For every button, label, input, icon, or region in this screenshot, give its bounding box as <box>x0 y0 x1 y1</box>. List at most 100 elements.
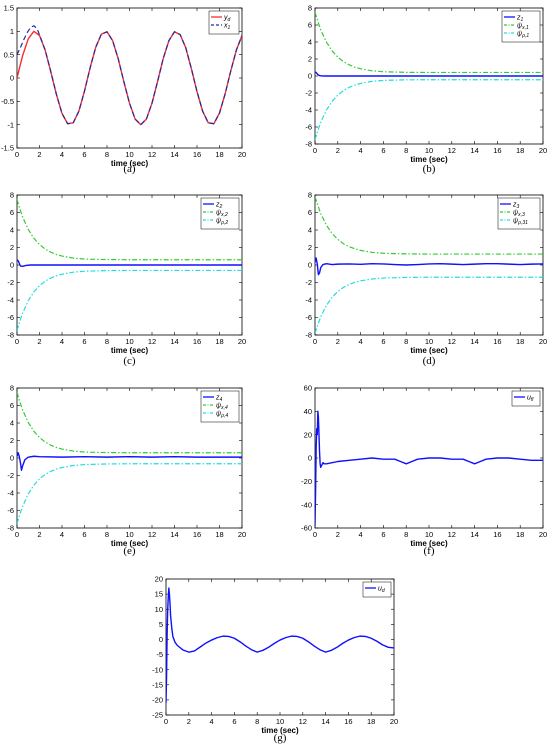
legend-symbol: ψ <box>216 410 221 417</box>
series-line-b-2 <box>315 79 543 140</box>
y-tick-label: 8 <box>308 4 312 13</box>
panel-caption: (c) <box>123 355 136 367</box>
legend-symbol: y <box>223 14 228 21</box>
x-tick-label: 14 <box>470 146 478 155</box>
x-tick-label: 20 <box>539 337 547 346</box>
chart-d: 0 2 4 6 8 10 12 14 16 18 2086420-2-4-6-8z3ψx,3ψρ,3… <box>305 191 547 367</box>
x-tick-label: 12 <box>148 337 156 346</box>
series-line-d-0 <box>315 257 543 276</box>
x-tick-label: 4 <box>359 146 363 155</box>
x-tick-label: 8 <box>105 150 109 159</box>
legend-subscript: x,2 <box>220 212 228 218</box>
panel-caption: (g) <box>274 732 287 744</box>
x-tick-label: 2 <box>336 530 340 539</box>
chart-g: 0 2 4 6 8 10 12 14 16 18 20 20 15 10 5 0 -5 -10 -15 -20 -25 u… <box>152 575 398 744</box>
x-tick-label: 14 <box>170 337 178 346</box>
plot-area <box>165 578 395 716</box>
x-tick-label: 2 <box>37 337 41 346</box>
y-tick-label: 0.5 <box>4 50 14 59</box>
x-tick-label: 2 <box>37 150 41 159</box>
y-tick-label: -5 <box>156 650 163 659</box>
y-tick-label: 20 <box>155 575 163 584</box>
y-tick-label: 0 <box>308 261 312 270</box>
x-tick-label: 10 <box>425 530 433 539</box>
legend-label: ψρ,2 <box>216 217 228 226</box>
x-tick-label: 12 <box>299 717 307 726</box>
x-axis-label: time (sec) <box>111 346 149 355</box>
y-tick-label: -10 <box>152 665 163 674</box>
x-tick-label: 16 <box>493 337 501 346</box>
legend-label: z3 <box>512 201 520 210</box>
chart-c: 0 2 4 6 8 10 12 14 16 18 2086420-2-4-6-8z2ψx,2ψρ,2… <box>7 191 246 367</box>
series-line-d-1 <box>315 196 543 255</box>
legend-label: z1 <box>516 14 524 23</box>
y-tick-label: -1.5 <box>1 144 14 153</box>
x-tick-label: 14 <box>470 337 478 346</box>
legend-label: ψρ,1 <box>517 30 529 39</box>
legend-symbol: x <box>223 22 228 29</box>
y-tick-label: -2 <box>7 278 14 287</box>
series-line-c-1 <box>17 199 242 261</box>
legend-label: ψx,2 <box>216 209 228 218</box>
x-tick-label: 6 <box>232 717 236 726</box>
x-tick-label: 0 <box>164 717 168 726</box>
x-tick-label: 2 <box>336 337 340 346</box>
y-tick-label: 6 <box>308 208 312 217</box>
y-tick-label: 1.5 <box>4 4 14 13</box>
y-tick-label: 0 <box>308 72 312 81</box>
panel-caption: (d) <box>423 355 436 367</box>
y-tick-label: 0 <box>308 454 312 463</box>
panel-caption: (b) <box>423 163 436 175</box>
legend-box <box>511 390 541 407</box>
series-line-b-1 <box>315 12 543 74</box>
x-tick-label: 0 <box>313 146 317 155</box>
x-tick-label: 8 <box>404 530 408 539</box>
legend-symbol: ψ <box>517 22 522 29</box>
legend-subscript: 1 <box>228 25 231 31</box>
y-tick-label: -4 <box>305 296 312 305</box>
y-tick-label: 2 <box>308 55 312 64</box>
legend-label: ψρ,4 <box>216 410 228 419</box>
x-tick-label: 16 <box>493 530 501 539</box>
y-tick-label: -8 <box>7 524 14 533</box>
legend-subscript: 4 <box>220 397 223 403</box>
x-tick-label: 6 <box>82 530 86 539</box>
x-tick-label: 0 <box>15 530 19 539</box>
x-tick-label: 10 <box>276 717 284 726</box>
y-tick-label: -6 <box>7 313 14 322</box>
x-tick-label: 14 <box>170 530 178 539</box>
plot-area <box>16 7 243 149</box>
x-tick-label: 4 <box>60 150 64 159</box>
y-tick-label: -2 <box>7 471 14 480</box>
y-tick-label: 10 <box>155 605 163 614</box>
x-tick-label: 10 <box>125 530 133 539</box>
x-tick-label: 14 <box>321 717 329 726</box>
legend-box <box>200 390 240 423</box>
y-tick-label: 2 <box>308 243 312 252</box>
legend-subscript: x,1 <box>521 25 529 31</box>
series-line-e-2 <box>17 463 242 524</box>
x-tick-label: 4 <box>210 717 214 726</box>
legend-symbol: u <box>527 394 531 401</box>
x-tick-label: 0 <box>313 530 317 539</box>
x-tick-label: 12 <box>448 337 456 346</box>
y-tick-label: -20 <box>301 477 312 486</box>
legend-symbol: ψ <box>513 217 518 224</box>
legend-label: ψx,3 <box>513 209 525 218</box>
legend-label: x1 <box>223 22 231 31</box>
y-tick-label: 1 <box>10 27 14 36</box>
y-tick-label: 6 <box>10 208 14 217</box>
x-tick-label: 20 <box>238 150 246 159</box>
y-tick-label: 2 <box>10 436 14 445</box>
y-tick-label: 0 <box>159 635 163 644</box>
legend-symbol: ψ <box>216 209 221 216</box>
x-tick-label: 0 <box>15 337 19 346</box>
series-line-e-0 <box>17 452 242 471</box>
x-tick-label: 12 <box>448 146 456 155</box>
y-tick-label: -0.5 <box>1 97 14 106</box>
